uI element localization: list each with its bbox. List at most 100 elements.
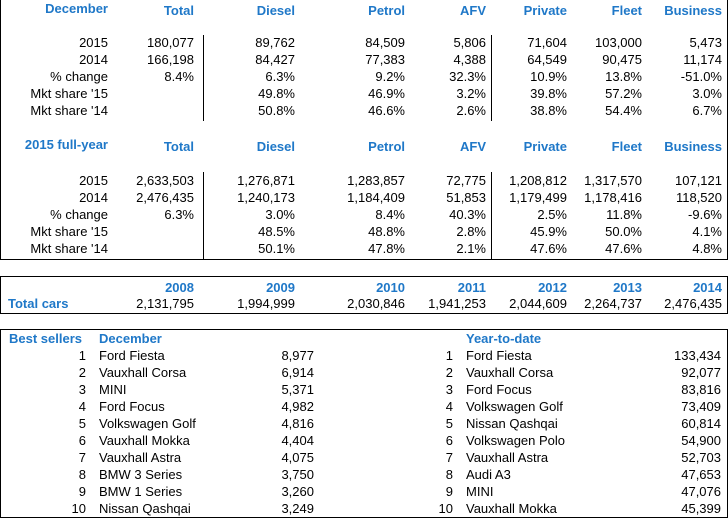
section-title: 2015 full-year: [24, 137, 108, 152]
units: 6,914: [281, 365, 314, 380]
column-divider: [491, 172, 492, 259]
table-cell: 84,427: [255, 52, 295, 67]
table-cell: 54.4%: [605, 103, 642, 118]
units: 92,077: [681, 365, 721, 380]
column-header: Diesel: [256, 139, 295, 154]
column-divider: [203, 172, 204, 259]
units: 52,703: [681, 450, 721, 465]
column-header: Fleet: [611, 139, 642, 154]
model-name: Vauxhall Mokka: [466, 501, 557, 516]
rank: 3: [445, 382, 453, 397]
table-cell: 50.1%: [258, 241, 295, 256]
column-header: AFV: [460, 3, 486, 18]
table-cell: 2.6%: [456, 103, 486, 118]
model-name: Volkswagen Golf: [99, 416, 196, 431]
table-cell: 57.2%: [605, 86, 642, 101]
year-header: 2013: [613, 280, 642, 295]
table-cell: 72,775: [446, 173, 486, 188]
column-header: Petrol: [368, 139, 405, 154]
rank: 9: [445, 484, 453, 499]
model-name: MINI: [466, 484, 494, 499]
units: 3,249: [281, 501, 314, 516]
section-title: December: [45, 1, 108, 16]
total-cars-cell: 2,264,737: [584, 296, 642, 311]
column-header: AFV: [460, 139, 486, 154]
table-cell: 1,208,812: [509, 173, 567, 188]
table-cell: 50.0%: [605, 224, 642, 239]
units: 83,816: [681, 382, 721, 397]
column-header: Total: [163, 139, 194, 154]
table-cell: 64,549: [527, 52, 567, 67]
units: 47,653: [681, 467, 721, 482]
rank: 4: [78, 399, 86, 414]
table-cell: 5,473: [689, 35, 722, 50]
table-cell: 48.5%: [258, 224, 295, 239]
table-cell: 1,178,416: [584, 190, 642, 205]
rank: 10: [71, 501, 86, 516]
model-name: Ford Focus: [99, 399, 165, 414]
column-header: Fleet: [611, 3, 642, 18]
column-header: Diesel: [256, 3, 295, 18]
column-header: Private: [523, 139, 567, 154]
model-name: Ford Fiesta: [466, 348, 532, 363]
rank: 6: [78, 433, 86, 448]
row-label: 2015: [79, 35, 108, 50]
year-header: 2014: [693, 280, 722, 295]
table-cell: 2.8%: [456, 224, 486, 239]
table-cell: 50.8%: [258, 103, 295, 118]
total-cars-cell: 1,941,253: [428, 296, 486, 311]
row-label: Mkt share '15: [30, 86, 108, 101]
table-cell: 4.1%: [692, 224, 722, 239]
total-cars-cell: 2,131,795: [136, 296, 194, 311]
rank: 3: [78, 382, 86, 397]
table-cell: 1,240,173: [237, 190, 295, 205]
table-cell: 51,853: [446, 190, 486, 205]
model-name: Vauxhall Mokka: [99, 433, 190, 448]
total-cars-cell: 1,994,999: [237, 296, 295, 311]
table-cell: 8.4%: [164, 69, 194, 84]
row-label: 2015: [79, 173, 108, 188]
units: 5,371: [281, 382, 314, 397]
table-cell: 3.2%: [456, 86, 486, 101]
table-cell: 11,174: [683, 52, 722, 67]
table-cell: 46.6%: [368, 103, 405, 118]
table-cell: 6.3%: [265, 69, 295, 84]
table-cell: 71,604: [527, 35, 567, 50]
rank: 7: [445, 450, 453, 465]
table-cell: 1,317,570: [584, 173, 642, 188]
table-cell: 1,184,409: [347, 190, 405, 205]
year-header: 2008: [165, 280, 194, 295]
table-cell: 45.9%: [530, 224, 567, 239]
row-label: 2014: [79, 190, 108, 205]
ytd-title: Year-to-date: [466, 331, 542, 346]
table-cell: 48.8%: [368, 224, 405, 239]
model-name: Audi A3: [466, 467, 511, 482]
rank: 10: [438, 501, 453, 516]
model-name: Vauxhall Astra: [99, 450, 182, 465]
units: 3,260: [281, 484, 314, 499]
column-header: Petrol: [368, 3, 405, 18]
table-cell: 89,762: [255, 35, 295, 50]
units: 54,900: [681, 433, 721, 448]
table-cell: 180,077: [147, 35, 194, 50]
rank: 4: [445, 399, 453, 414]
december-title: December: [99, 331, 162, 346]
table-cell: 103,000: [595, 35, 642, 50]
table-cell: 1,283,857: [347, 173, 405, 188]
rank: 5: [445, 416, 453, 431]
year-header: 2010: [376, 280, 405, 295]
column-divider: [203, 35, 204, 121]
table-cell: 38.8%: [530, 103, 567, 118]
total-cars-label: Total cars: [8, 296, 69, 311]
rank: 8: [78, 467, 86, 482]
row-label: Mkt share '14: [30, 103, 108, 118]
table-cell: 13.8%: [605, 69, 642, 84]
table-cell: 47.8%: [368, 241, 405, 256]
table-cell: 118,520: [675, 190, 722, 205]
rank: 2: [445, 365, 453, 380]
table-cell: 47.6%: [530, 241, 567, 256]
units: 133,434: [674, 348, 721, 363]
total-cars-cell: 2,476,435: [664, 296, 722, 311]
rank: 1: [445, 348, 453, 363]
table-cell: 6.7%: [692, 103, 722, 118]
